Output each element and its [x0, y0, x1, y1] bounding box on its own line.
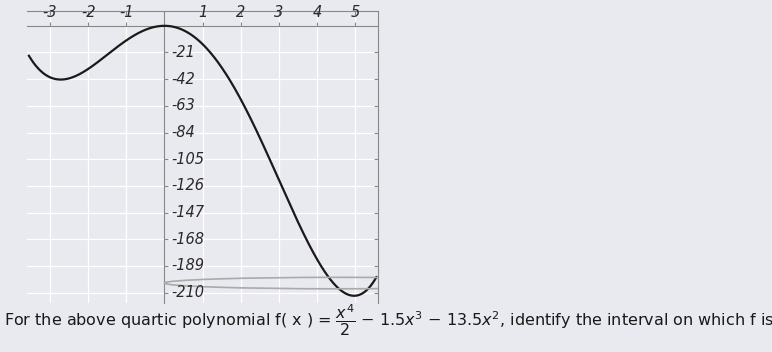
- Text: -147: -147: [171, 205, 205, 220]
- Text: -84: -84: [171, 125, 195, 140]
- Text: -42: -42: [171, 72, 195, 87]
- Text: 1: 1: [198, 5, 207, 20]
- Text: -2: -2: [81, 5, 96, 20]
- Text: -189: -189: [171, 258, 205, 274]
- Text: -210: -210: [171, 285, 205, 300]
- Text: -63: -63: [171, 98, 195, 113]
- Text: 5: 5: [350, 5, 360, 20]
- Text: -3: -3: [42, 5, 57, 20]
- Text: -1: -1: [119, 5, 134, 20]
- Text: For the above quartic polynomial f( x ) = $\dfrac{x^4}{2}$ $-$ 1.5$x^3$ $-$ 13.5: For the above quartic polynomial f( x ) …: [4, 302, 772, 338]
- Text: -21: -21: [171, 45, 195, 60]
- Text: -168: -168: [171, 232, 205, 247]
- Text: 2: 2: [236, 5, 245, 20]
- Text: 3: 3: [274, 5, 283, 20]
- Text: -105: -105: [171, 152, 205, 167]
- Text: 4: 4: [313, 5, 322, 20]
- Text: -126: -126: [171, 178, 205, 193]
